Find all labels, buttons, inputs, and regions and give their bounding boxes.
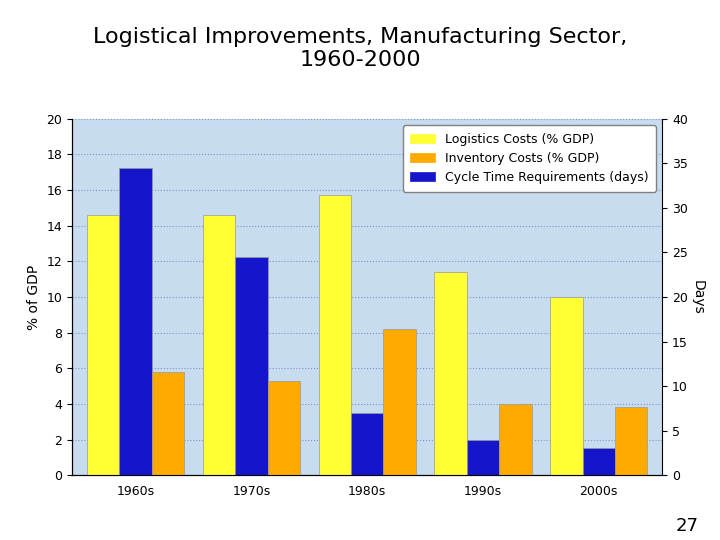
Bar <box>152 372 184 475</box>
Y-axis label: % of GDP: % of GDP <box>27 265 41 329</box>
Legend: Logistics Costs (% GDP), Inventory Costs (% GDP), Cycle Time Requirements (days): Logistics Costs (% GDP), Inventory Costs… <box>402 125 656 192</box>
Text: 27: 27 <box>675 517 698 535</box>
Bar <box>499 404 531 475</box>
Bar <box>318 195 351 475</box>
Bar <box>203 215 235 475</box>
Bar <box>384 329 416 475</box>
Bar <box>615 408 647 475</box>
Y-axis label: Days: Days <box>690 280 705 314</box>
Bar <box>351 413 384 475</box>
Bar <box>434 272 467 475</box>
Bar <box>550 297 582 475</box>
Text: Logistical Improvements, Manufacturing Sector,
1960-2000: Logistical Improvements, Manufacturing S… <box>93 27 627 70</box>
Bar <box>268 381 300 475</box>
Bar <box>582 448 615 475</box>
Bar <box>467 440 499 475</box>
Bar <box>87 215 120 475</box>
Bar <box>120 168 152 475</box>
Bar <box>235 257 268 475</box>
